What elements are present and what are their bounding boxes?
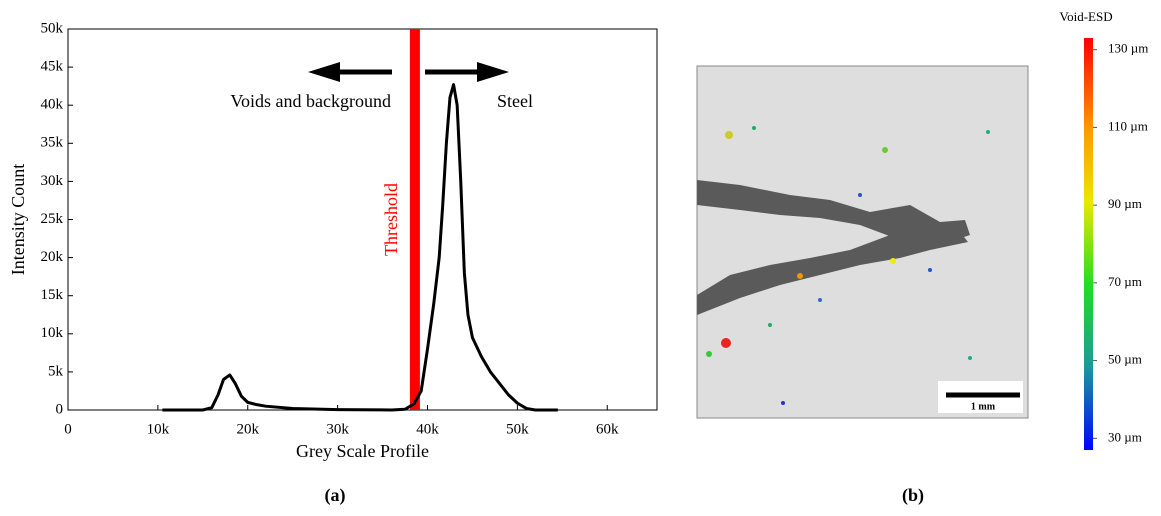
void — [818, 298, 822, 302]
void — [882, 147, 888, 153]
y-tick-label: 20k — [41, 249, 64, 265]
plot-frame — [67, 28, 658, 411]
colorbar-tick-label: 70 µm — [1108, 274, 1142, 289]
void — [768, 323, 772, 327]
threshold-line — [409, 29, 420, 410]
void — [721, 338, 731, 348]
arrow-right-head — [477, 62, 509, 82]
arrow-left-head — [308, 62, 340, 82]
voids — [706, 126, 990, 405]
x-tick-label: 50k — [506, 421, 529, 437]
void — [752, 126, 756, 130]
void — [858, 193, 862, 197]
chart-a: 0 10k 20k 30k 40k 50k 60k 0 5k 10k 15k 20k 25k 30k 35k… — [8, 20, 658, 461]
void — [968, 356, 972, 360]
colorbar: Void-ESD 130 µm 110 µm 90 µm 70 µm 50 µm 30 µ… — [1059, 9, 1148, 450]
arrows — [308, 62, 509, 82]
colorbar-tick-label: 90 µm — [1108, 196, 1142, 211]
annotation: Voids and background — [230, 91, 391, 111]
y-tick-label: 45k — [41, 59, 64, 75]
x-tick-label: 40k — [416, 421, 439, 437]
void — [890, 258, 896, 264]
colorbar-tick-label: 110 µm — [1108, 118, 1148, 133]
line — [162, 83, 558, 412]
y-axis-label: Intensity Count — [8, 164, 28, 276]
x-tick-label: 10k — [147, 421, 170, 437]
void — [986, 130, 990, 134]
y-tick-label: 40k — [41, 97, 64, 113]
panel-label: (a) — [325, 485, 346, 506]
y-tick-label: 50k — [41, 20, 64, 36]
x-tick-label: 0 — [64, 421, 72, 437]
void — [797, 273, 803, 279]
y-tick-label: 0 — [56, 401, 64, 417]
colorbar-tick-label: 30 µm — [1108, 429, 1142, 444]
y-tick-label: 35k — [41, 135, 64, 151]
image-frame — [696, 65, 1029, 419]
y-tick-label: 25k — [41, 211, 64, 227]
x-axis-label: Grey Scale Profile — [296, 441, 429, 461]
y-tick-label: 5k — [48, 363, 64, 379]
y-tick-label: 10k — [41, 325, 64, 341]
crack — [697, 180, 970, 245]
y-tick-label: 15k — [41, 287, 64, 303]
panel-label: (b) — [902, 485, 924, 506]
void — [928, 268, 932, 272]
scale-bar-label: 1 mm — [971, 401, 996, 412]
annotation: Steel — [497, 91, 533, 111]
colorbar-tick-label: 50 µm — [1108, 352, 1142, 367]
x-tick-label: 60k — [596, 421, 619, 437]
colorbar-title: Void-ESD — [1059, 9, 1112, 24]
void — [781, 401, 785, 405]
x-tick-label: 30k — [326, 421, 349, 437]
colorbar-gradient — [1084, 38, 1093, 450]
void — [706, 351, 712, 357]
crack — [697, 230, 968, 315]
colorbar-tick-label: 130 µm — [1108, 41, 1148, 56]
threshold-label: Threshold — [381, 183, 401, 256]
y-tick-label: 30k — [41, 173, 64, 189]
void — [725, 131, 733, 139]
x-tick-label: 20k — [236, 421, 259, 437]
micrograph: 1 mm — [696, 65, 1029, 419]
